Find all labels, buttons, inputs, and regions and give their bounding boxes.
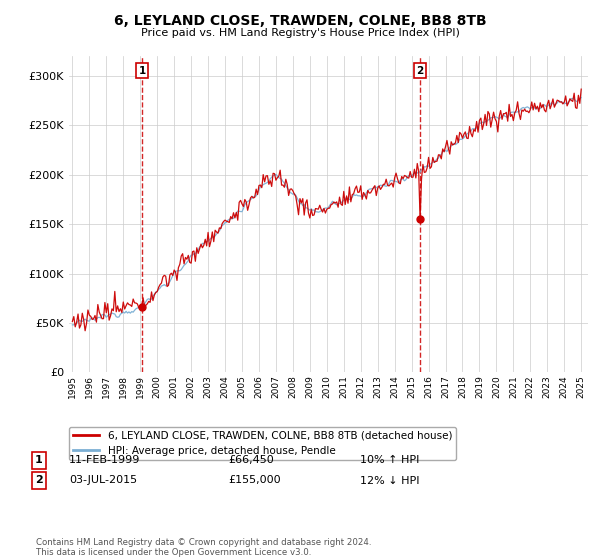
Text: 2: 2 [416, 66, 424, 76]
Text: 03-JUL-2015: 03-JUL-2015 [69, 475, 137, 486]
Text: 11-FEB-1999: 11-FEB-1999 [69, 455, 140, 465]
Text: Contains HM Land Registry data © Crown copyright and database right 2024.
This d: Contains HM Land Registry data © Crown c… [36, 538, 371, 557]
Text: Price paid vs. HM Land Registry's House Price Index (HPI): Price paid vs. HM Land Registry's House … [140, 28, 460, 38]
Text: 1: 1 [35, 455, 43, 465]
Legend: 6, LEYLAND CLOSE, TRAWDEN, COLNE, BB8 8TB (detached house), HPI: Average price, : 6, LEYLAND CLOSE, TRAWDEN, COLNE, BB8 8T… [69, 427, 456, 460]
Text: 10% ↑ HPI: 10% ↑ HPI [360, 455, 419, 465]
Text: £66,450: £66,450 [228, 455, 274, 465]
Text: 1: 1 [139, 66, 146, 76]
Text: 12% ↓ HPI: 12% ↓ HPI [360, 475, 419, 486]
Text: 6, LEYLAND CLOSE, TRAWDEN, COLNE, BB8 8TB: 6, LEYLAND CLOSE, TRAWDEN, COLNE, BB8 8T… [113, 14, 487, 28]
Text: £155,000: £155,000 [228, 475, 281, 486]
Text: 2: 2 [35, 475, 43, 486]
